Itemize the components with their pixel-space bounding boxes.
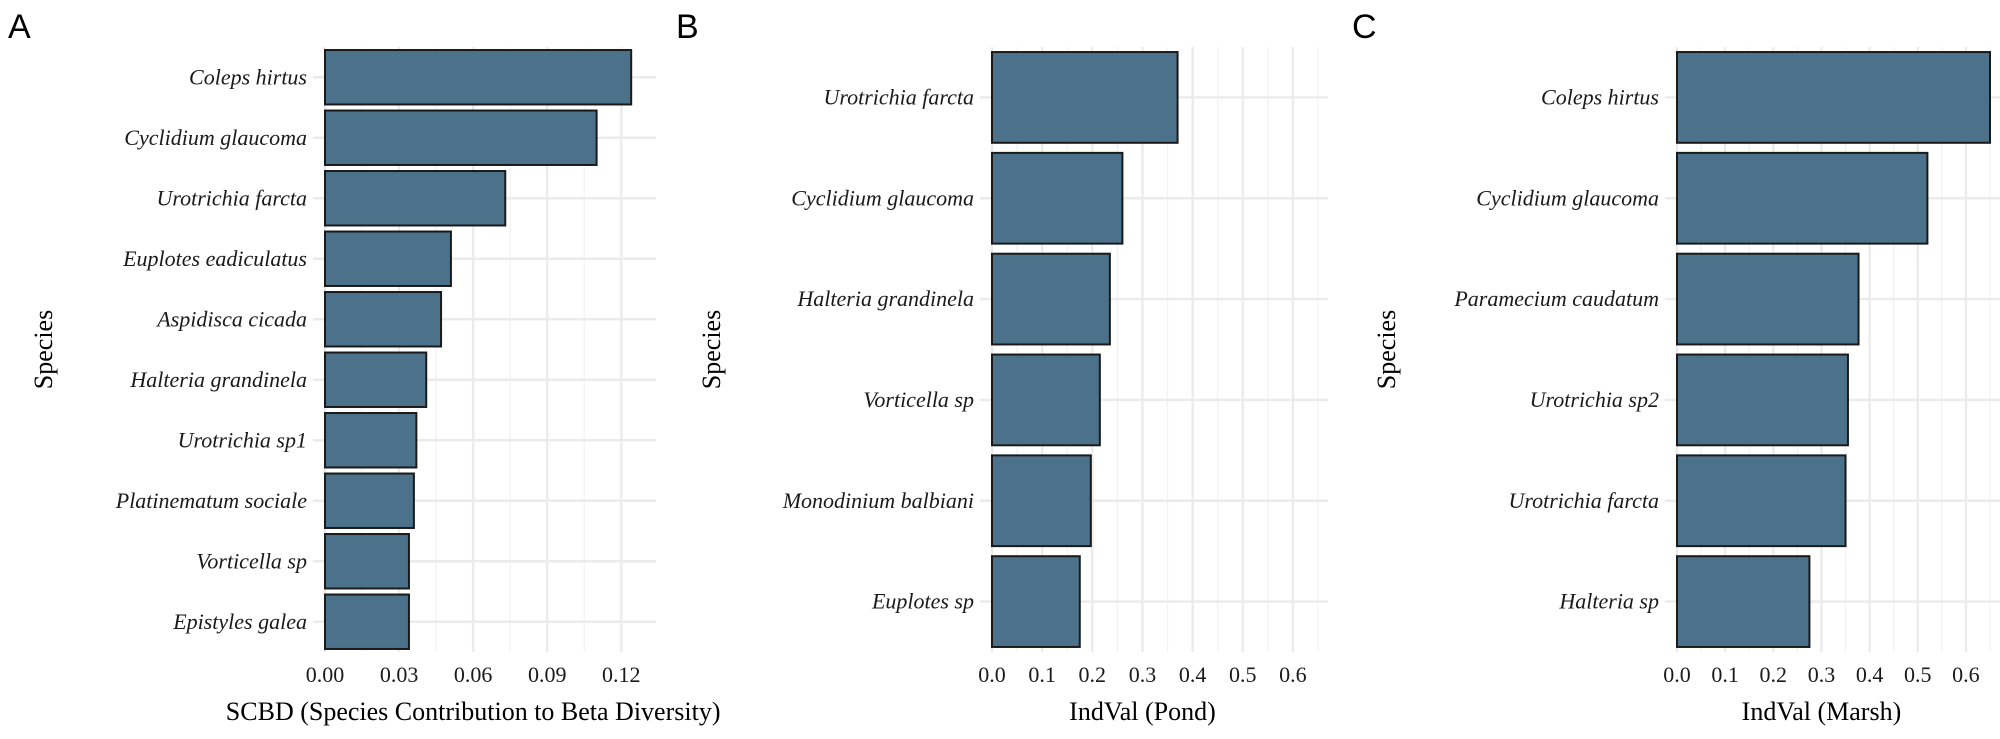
x-tick-label: 0.00 — [306, 662, 345, 687]
x-tick-label: 0.09 — [528, 662, 567, 687]
bar — [324, 49, 633, 106]
bar — [991, 51, 1179, 144]
category-label: Vorticella sp — [196, 548, 307, 573]
x-tick-label: 0.5 — [1904, 662, 1932, 687]
gridlines — [980, 47, 1328, 652]
panel-letter: B — [676, 8, 699, 46]
x-tick-label: 0.6 — [1279, 662, 1307, 687]
y-axis-title: Species — [1372, 310, 1401, 389]
category-label: Monodinium balbiani — [782, 488, 974, 513]
bar — [991, 151, 1124, 245]
category-label: Urotrichia farcta — [1508, 488, 1659, 513]
bar — [991, 252, 1111, 346]
bar — [324, 170, 507, 227]
bar — [1676, 454, 1847, 548]
bar — [991, 454, 1092, 548]
category-label: Euplotes sp — [871, 589, 974, 614]
panel-c: C Coleps hirtus Cyclidium glaucoma Parameci… — [1352, 8, 2000, 726]
x-tick-label: 0.3 — [1129, 662, 1157, 687]
x-tick-label: 0.2 — [1079, 662, 1107, 687]
y-axis-title: Species — [29, 310, 58, 389]
category-label: Urotrichia farcta — [823, 84, 974, 109]
category-label: Vorticella sp — [863, 387, 974, 412]
bar — [324, 593, 410, 650]
category-label: Urotrichia farcta — [156, 185, 307, 210]
bar — [324, 351, 428, 408]
bar — [324, 109, 598, 166]
bar — [324, 230, 452, 287]
bar — [1676, 555, 1811, 648]
x-axis-title: IndVal (Pond) — [1069, 697, 1216, 726]
x-tick-label: 0.4 — [1179, 662, 1207, 687]
bar — [324, 412, 418, 469]
category-label: Urotrichia sp2 — [1530, 387, 1659, 412]
y-axis-title: Species — [697, 310, 726, 389]
category-label: Euplotes eadiculatus — [122, 246, 307, 271]
x-axis-title: IndVal (Marsh) — [1742, 697, 1902, 726]
bars — [991, 51, 1179, 648]
bar — [1676, 151, 1929, 245]
bar — [1676, 51, 1991, 144]
x-axis-title: SCBD (Species Contribution to Beta Diver… — [226, 697, 721, 726]
category-label: Aspidisca cicada — [155, 306, 307, 331]
x-tick-label: 0.03 — [380, 662, 419, 687]
bar — [324, 472, 415, 529]
panel-b: B Urotrichia farcta Cyclidium glaucoma Halt… — [676, 8, 1328, 726]
category-label: Halteria grandinela — [129, 367, 307, 392]
x-tick-label: 0.2 — [1760, 662, 1788, 687]
bar — [324, 291, 443, 348]
panel-letter: C — [1352, 8, 1377, 46]
x-tick-label: 0.1 — [1028, 662, 1056, 687]
x-tick-label: 0.5 — [1229, 662, 1257, 687]
x-tick-label: 0.0 — [1663, 662, 1691, 687]
bars — [1676, 51, 1991, 648]
x-tick-label: 0.4 — [1856, 662, 1884, 687]
bars — [324, 49, 633, 650]
category-label: Cyclidium glaucoma — [791, 185, 974, 210]
category-label: Halteria grandinela — [796, 286, 974, 311]
bar — [1676, 353, 1849, 447]
x-tick-label: 0.06 — [454, 662, 493, 687]
x-tick-label: 0.1 — [1711, 662, 1739, 687]
category-label: Paramecium caudatum — [1453, 286, 1659, 311]
bar — [324, 533, 410, 590]
category-label: Coleps hirtus — [1541, 84, 1659, 109]
category-label: Coleps hirtus — [189, 64, 307, 89]
panel-a: A Coleps hirtus Cyclidium glaucoma Urotrich… — [8, 8, 720, 726]
x-tick-label: 0.0 — [978, 662, 1006, 687]
category-label: Cyclidium glaucoma — [124, 125, 307, 150]
category-label: Halteria sp — [1558, 589, 1659, 614]
category-label: Urotrichia sp1 — [178, 427, 307, 452]
x-tick-label: 0.6 — [1952, 662, 1980, 687]
x-tick-label: 0.3 — [1808, 662, 1836, 687]
x-tick-label: 0.12 — [602, 662, 641, 687]
category-label: Platinematum sociale — [115, 488, 307, 513]
bar — [991, 353, 1101, 447]
bar — [991, 555, 1081, 648]
category-label: Epistyles galea — [172, 609, 307, 634]
bar — [1676, 252, 1860, 346]
panel-letter: A — [8, 8, 31, 46]
category-label: Cyclidium glaucoma — [1476, 185, 1659, 210]
